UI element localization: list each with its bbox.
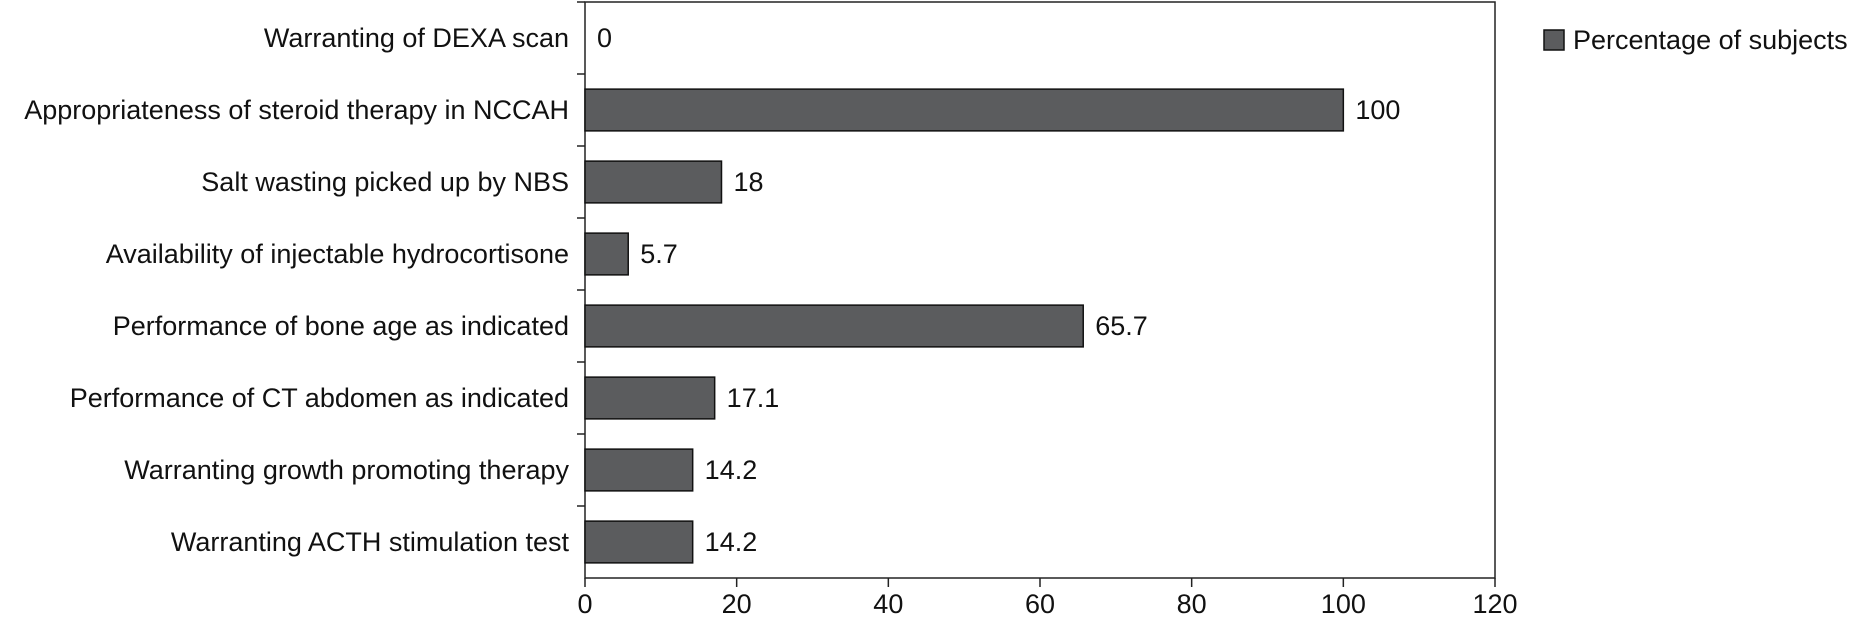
y-tick-label: Warranting of DEXA scan [264,23,569,53]
value-label: 65.7 [1095,311,1148,341]
x-tick-label: 40 [873,589,903,619]
bar [584,160,723,204]
y-tick-label: Warranting ACTH stimulation test [171,527,570,557]
y-tick-label: Availability of injectable hydrocortison… [106,239,569,269]
value-label: 100 [1355,95,1400,125]
value-label: 17.1 [727,383,780,413]
x-tick-label: 20 [722,589,752,619]
value-label: 14.2 [705,455,758,485]
y-tick-label: Warranting growth promoting therapy [124,455,569,485]
bar [584,520,694,564]
bar [584,376,716,420]
bar [584,88,1345,132]
x-tick-label: 100 [1321,589,1366,619]
y-tick-label: Performance of CT abdomen as indicated [70,383,569,413]
x-tick-label: 0 [577,589,592,619]
value-label: 0 [597,23,612,53]
y-tick-label: Performance of bone age as indicated [113,311,569,341]
x-tick-label: 80 [1177,589,1207,619]
value-label: 5.7 [640,239,678,269]
value-label: 14.2 [705,527,758,557]
y-tick-label: Appropriateness of steroid therapy in NC… [24,95,569,125]
y-tick-label: Salt wasting picked up by NBS [201,167,569,197]
value-label: 18 [734,167,764,197]
bar [584,232,629,276]
bar [584,304,1084,348]
legend-label: Percentage of subjects [1573,25,1848,55]
bar [584,448,694,492]
x-tick-label: 60 [1025,589,1055,619]
legend-swatch [1543,29,1565,51]
x-tick-label: 120 [1472,589,1517,619]
